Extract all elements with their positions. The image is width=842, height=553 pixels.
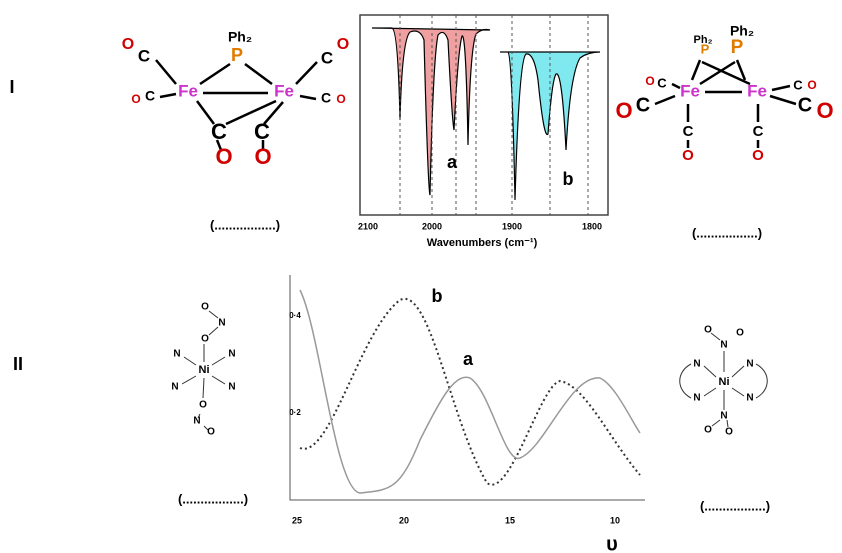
atom: N <box>228 382 235 393</box>
atom: Fe <box>747 81 767 100</box>
atom: Ni <box>719 376 730 388</box>
row-label: I <box>9 77 14 97</box>
curve-label: b <box>563 169 574 189</box>
atom: C <box>321 90 331 106</box>
atom: Fe <box>274 81 294 100</box>
x-tick-label: 1800 <box>582 221 602 231</box>
atom: N <box>193 416 200 427</box>
y-tick-label: 0·2 <box>289 408 301 417</box>
answer-blank: (.................) <box>178 491 248 506</box>
atom: N <box>173 349 180 360</box>
atom: C <box>321 48 333 67</box>
atom: O <box>131 92 140 106</box>
atom: O <box>336 92 345 106</box>
atom: O <box>337 36 349 53</box>
atom: Ph₂ <box>730 23 754 39</box>
atom: Fe <box>178 81 198 100</box>
atom: O <box>201 334 209 345</box>
answer-blank: (.................) <box>210 217 280 232</box>
atom: O <box>816 98 833 123</box>
x-tick-label: 10 <box>610 515 620 525</box>
atom: O <box>254 144 271 169</box>
atom: O <box>752 147 764 164</box>
atom: C <box>683 123 694 140</box>
curve-label: a <box>463 349 474 369</box>
atom: O <box>682 147 694 164</box>
x-axis-label: Wavenumbers (cm⁻¹) <box>427 237 538 249</box>
answer-blank: (.................) <box>692 225 762 240</box>
structure: Ph₂ Ph₂ P P Fe Fe O C O C C O C O C O C … <box>615 23 833 164</box>
x-tick-label: 20 <box>399 515 409 525</box>
atom: Ph₂ <box>694 34 713 46</box>
atom: N <box>746 359 753 370</box>
atom: Ph₂ <box>228 29 252 45</box>
answer-blank: (.................) <box>700 498 770 513</box>
x-tick-label: 2100 <box>358 221 378 231</box>
y-tick-label: 0·4 <box>289 311 301 320</box>
atom: C <box>793 77 803 92</box>
atom: O <box>807 78 816 92</box>
atom: C <box>138 46 150 65</box>
atom: P <box>731 37 744 58</box>
atom: O <box>725 427 733 438</box>
x-tick-label: 15 <box>505 515 515 525</box>
atom: C <box>798 94 812 116</box>
atom: O <box>615 98 632 123</box>
atom: Ni <box>199 364 210 376</box>
atom: C <box>211 119 227 144</box>
x-tick-label: 1900 <box>502 221 522 231</box>
atom: O <box>215 144 232 169</box>
row-label: II <box>13 354 23 374</box>
curve-label: b <box>432 286 443 306</box>
atom: N <box>693 359 700 370</box>
atom: N <box>171 382 178 393</box>
atom: N <box>693 393 700 404</box>
curve-label: a <box>447 152 458 172</box>
x-tick-label: 2000 <box>422 221 442 231</box>
atom: N <box>720 411 727 422</box>
x-tick-label: 25 <box>292 515 302 525</box>
atom: O <box>201 302 209 313</box>
atom: O <box>122 36 134 53</box>
atom: O <box>207 427 215 438</box>
uv-spectrum: b a 0·4 0·2 25 20 15 10 υ <box>289 275 645 553</box>
atom: P <box>231 45 243 65</box>
atom: C <box>753 123 764 140</box>
atom: O <box>199 400 207 411</box>
atom: C <box>145 88 155 104</box>
atom: C <box>636 94 650 116</box>
atom: N <box>720 340 727 351</box>
x-axis-label: υ <box>606 533 618 553</box>
atom: C <box>254 119 270 144</box>
structure: O N O N N Ni N N O N O <box>171 302 235 438</box>
atom: O <box>736 328 744 339</box>
atom: N <box>228 349 235 360</box>
structure: O N O N N Ni N N N O O <box>679 325 768 438</box>
atom: P <box>701 41 710 56</box>
atom: O <box>645 74 654 88</box>
atom: O <box>704 325 712 336</box>
structure: Ph₂ P Fe Fe O C O C C O C O C O C O <box>122 29 349 169</box>
atom: N <box>746 393 753 404</box>
atom: O <box>704 425 712 436</box>
atom: N <box>218 318 225 329</box>
atom: C <box>657 75 667 90</box>
ir-spectrum: a b 2100 2000 1900 1800 Wavenumbers (cm⁻… <box>358 14 609 249</box>
atom: Fe <box>680 81 700 100</box>
